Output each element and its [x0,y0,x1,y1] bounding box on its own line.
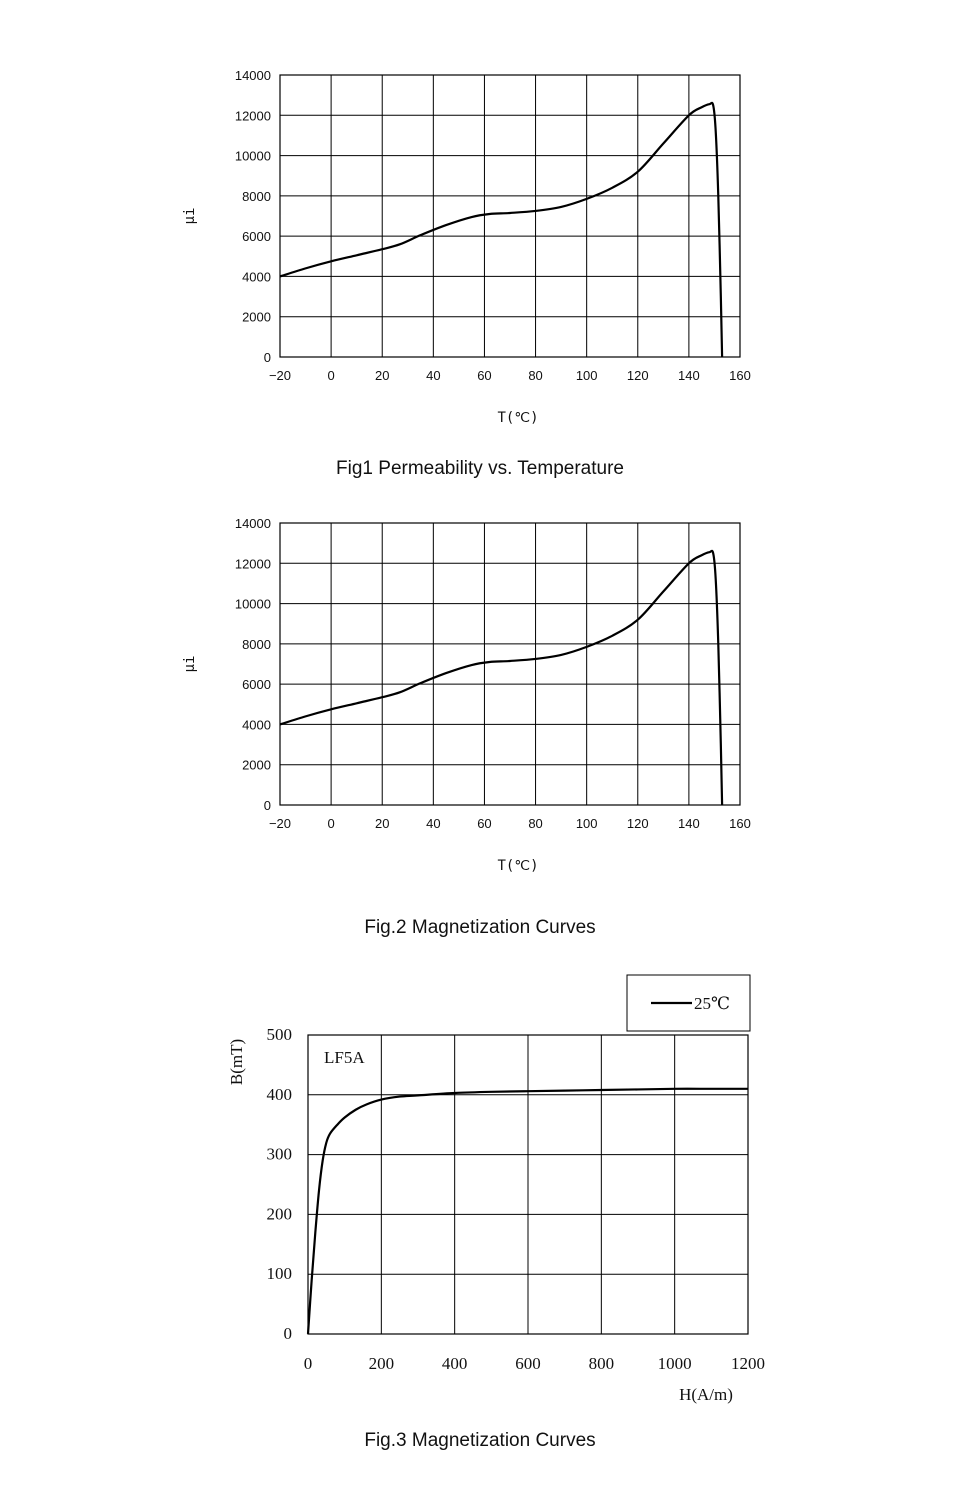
y-tick-label: 2000 [242,758,271,773]
x-tick-label: 140 [678,368,700,383]
x-tick-label: 60 [477,368,491,383]
plot-frame [279,522,741,806]
fig2-caption: Fig.2 Magnetization Curves [364,917,596,938]
series-line [279,101,724,358]
x-tick-label: 20 [375,368,389,383]
legend-entry: 25℃ [694,994,730,1013]
x-tick-label: 80 [528,816,542,831]
fig3-caption: Fig.3 Magnetization Curves [364,1430,596,1451]
x-tick-label: 600 [515,1354,541,1373]
y-axis-label: μi [182,656,198,673]
x-tick-label: 120 [627,368,649,383]
x-axis-label: T(℃) [497,410,538,426]
chart-magnetization-curves-2: −20 0 20 40 60 80 100 120 140 160 0 2000 4000 6000 800… [182,516,751,874]
x-axis-label: T(℃) [497,858,538,874]
x-tick-label: 400 [442,1354,468,1373]
x-tick-label: 40 [426,368,440,383]
y-tick-label: 0 [264,350,271,365]
y-tick-label: 4000 [242,269,271,284]
x-tick-label: −20 [269,368,291,383]
y-tick-label: 6000 [242,229,271,244]
x-tick-label: 40 [426,816,440,831]
y-tick-label: 4000 [242,717,271,732]
y-tick-label: 300 [267,1145,293,1164]
legend: 25℃ [626,974,751,1032]
y-tick-label: 500 [267,1025,293,1044]
x-tick-label: 60 [477,816,491,831]
x-tick-label: 200 [369,1354,395,1373]
x-tick-label: 1000 [658,1354,692,1373]
x-tick-label: 100 [576,368,598,383]
plot-frame [279,74,741,358]
x-tick-label: 1200 [731,1354,765,1373]
x-axis-label: H(A/m) [679,1385,733,1404]
chart-annotation: LF5A [324,1048,365,1067]
series-line [279,549,724,806]
x-tick-label: 120 [627,816,649,831]
y-tick-label: 400 [267,1085,293,1104]
x-tick-label: 140 [678,816,700,831]
y-tick-label: 14000 [235,516,271,531]
y-tick-label: 8000 [242,637,271,652]
y-tick-label: 2000 [242,310,271,325]
chart-magnetization-curves-3: 0 200 400 600 800 1000 1200 0 100 200 300 400 500 H(A… [227,974,765,1404]
x-tick-label: 0 [304,1354,313,1373]
y-tick-label: 10000 [235,149,271,164]
chart-permeability-vs-temperature: −20 0 20 40 60 80 100 120 140 160 0 2000 4000 6000 800… [182,68,751,426]
x-tick-label: 20 [375,816,389,831]
x-tick-label: 160 [729,368,751,383]
y-tick-label: 0 [264,798,271,813]
y-axis-label: μi [182,208,198,225]
y-tick-label: 6000 [242,677,271,692]
y-tick-label: 12000 [235,556,271,571]
fig1-caption: Fig1 Permeability vs. Temperature [336,458,624,479]
series-line [306,1087,748,1335]
x-tick-label: 80 [528,368,542,383]
y-tick-label: 10000 [235,597,271,612]
y-axis-label: B(mT) [227,1039,246,1085]
plot-frame [307,1034,749,1335]
x-tick-label: 0 [327,368,334,383]
y-tick-label: 14000 [235,68,271,83]
y-tick-label: 8000 [242,189,271,204]
y-tick-label: 200 [267,1204,293,1223]
y-tick-label: 0 [284,1324,293,1343]
y-tick-label: 100 [267,1264,293,1283]
x-tick-label: −20 [269,816,291,831]
x-tick-label: 160 [729,816,751,831]
x-tick-label: 800 [589,1354,615,1373]
x-tick-label: 0 [327,816,334,831]
y-tick-label: 12000 [235,108,271,123]
x-tick-label: 100 [576,816,598,831]
